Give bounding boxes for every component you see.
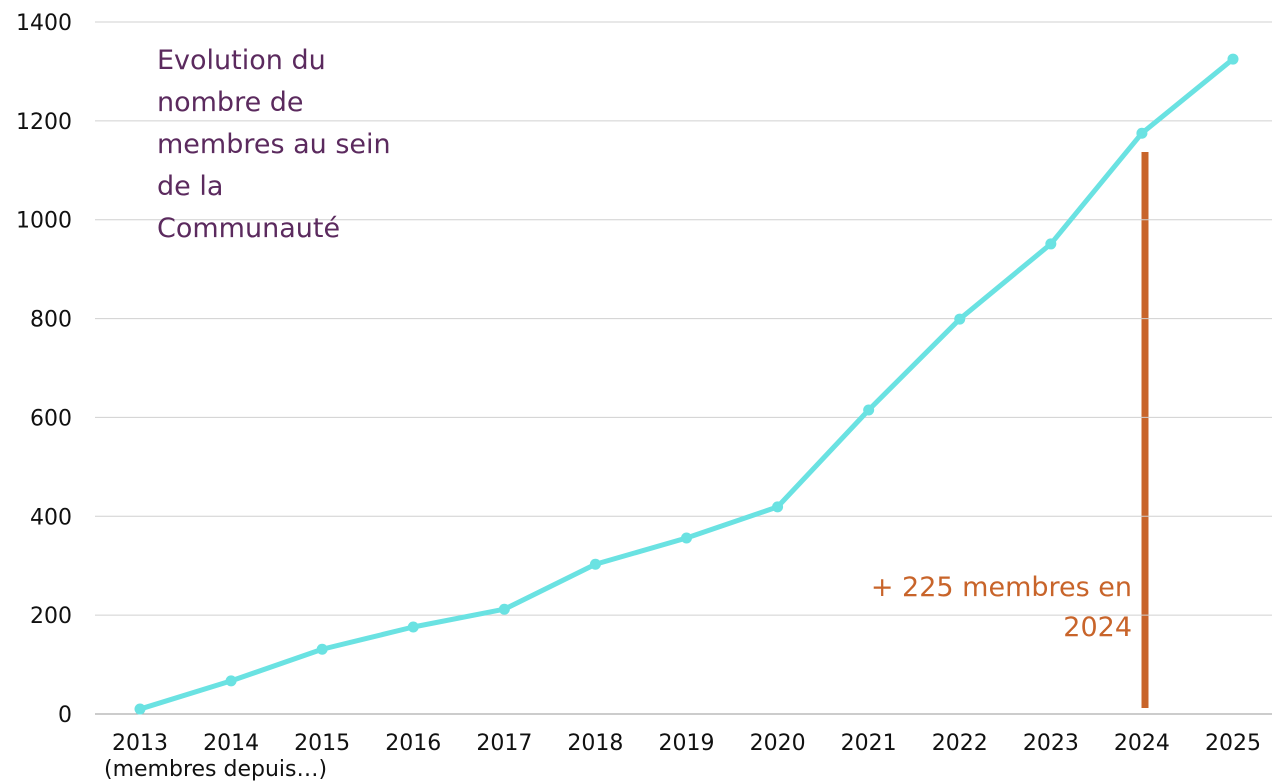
x-tick-label: 2018 bbox=[567, 731, 623, 756]
data-point bbox=[1136, 127, 1148, 139]
y-tick-label: 1200 bbox=[16, 110, 72, 135]
data-point bbox=[1045, 238, 1057, 250]
data-point bbox=[589, 558, 601, 570]
x-tick-label: 2025 bbox=[1205, 731, 1261, 756]
y-tick-label: 1400 bbox=[16, 11, 72, 36]
x-axis-label: (membres depuis…) bbox=[104, 757, 327, 781]
x-tick-label: 2019 bbox=[659, 731, 715, 756]
data-point bbox=[498, 603, 510, 615]
data-point bbox=[316, 643, 328, 655]
x-tick-label: 2017 bbox=[476, 731, 532, 756]
x-tick-label: 2015 bbox=[294, 731, 350, 756]
data-point bbox=[681, 532, 692, 544]
x-tick-label: 2016 bbox=[385, 731, 441, 756]
y-tick-label: 600 bbox=[30, 406, 72, 431]
y-tick-label: 800 bbox=[30, 308, 72, 333]
data-point bbox=[134, 703, 146, 715]
x-tick-label: 2020 bbox=[750, 731, 806, 756]
y-tick-label: 400 bbox=[30, 505, 72, 530]
y-tick-label: 0 bbox=[58, 703, 72, 728]
x-tick-label: 2022 bbox=[932, 731, 988, 756]
x-tick-label: 2014 bbox=[203, 731, 259, 756]
y-tick-label: 1000 bbox=[16, 209, 72, 234]
x-tick-label: 2023 bbox=[1023, 731, 1079, 756]
y-tick-label: 200 bbox=[30, 604, 72, 629]
x-tick-label: 2013 bbox=[112, 731, 168, 756]
data-point bbox=[407, 621, 419, 633]
annotation: + 225 membres en 2024 bbox=[870, 572, 1132, 643]
data-point bbox=[1227, 53, 1239, 65]
data-point bbox=[772, 501, 784, 513]
data-point bbox=[225, 675, 237, 687]
data-point bbox=[863, 404, 875, 416]
data-point bbox=[954, 313, 966, 325]
x-tick-label: 2021 bbox=[841, 731, 897, 756]
chart-title: Evolution du nombre de membres au sein d… bbox=[157, 45, 391, 244]
x-tick-label: 2024 bbox=[1114, 731, 1170, 756]
